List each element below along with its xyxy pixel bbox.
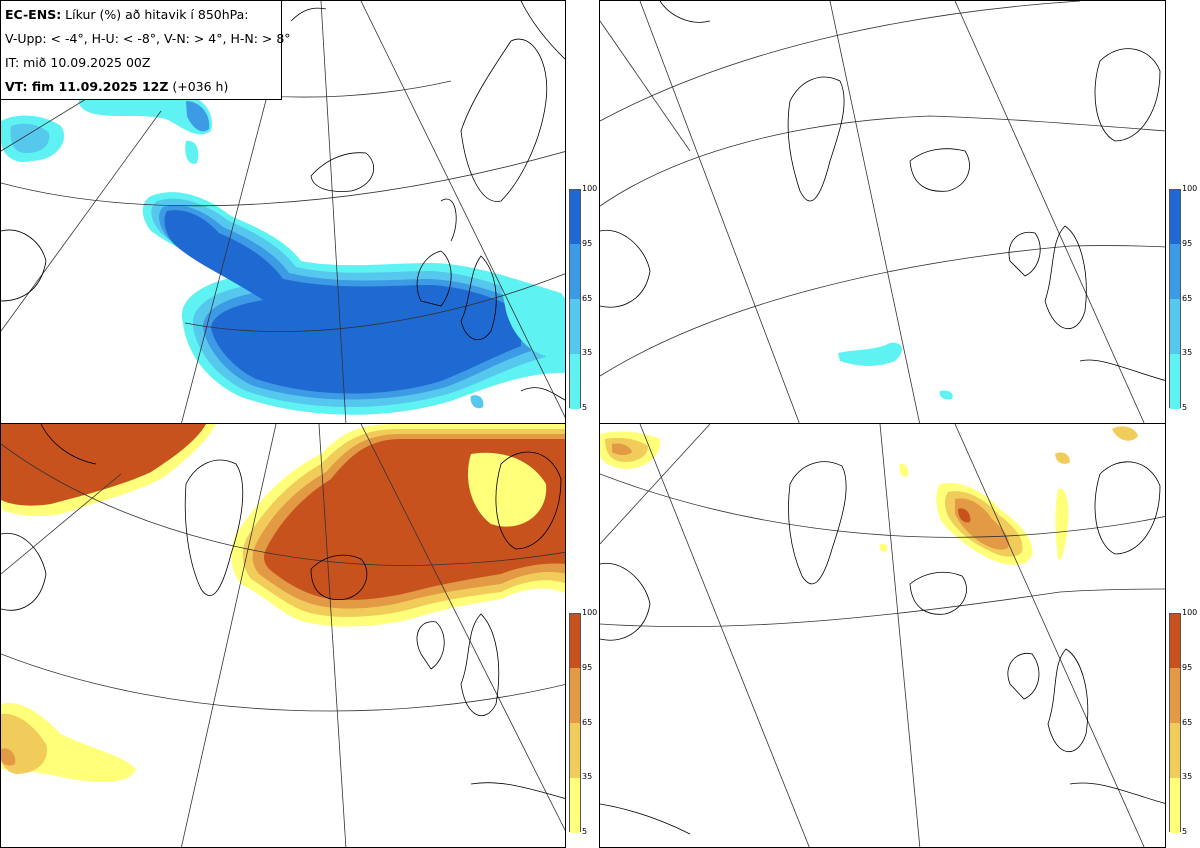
colorbar-segment bbox=[1170, 614, 1180, 668]
colorbar-tick: 35 bbox=[1182, 348, 1193, 357]
colorbar-tick: 65 bbox=[582, 718, 593, 727]
colorbar-tick: 95 bbox=[1182, 663, 1193, 672]
colorbar-segment bbox=[570, 299, 580, 354]
map-v-n bbox=[1, 424, 565, 847]
probability-field-blue bbox=[1, 93, 565, 415]
colorbar-tick: 100 bbox=[582, 608, 598, 617]
colorbar-tick: 95 bbox=[1182, 239, 1193, 248]
colorbar-segment bbox=[570, 723, 580, 778]
colorbar-tick: 65 bbox=[582, 294, 593, 303]
colorbar-tick: 5 bbox=[1182, 403, 1188, 412]
colorbar-segment bbox=[1170, 668, 1180, 723]
colorbar-tick: 100 bbox=[582, 184, 598, 193]
colorbar-tick: 5 bbox=[582, 403, 588, 412]
colorbar-tick: 95 bbox=[582, 239, 593, 248]
coastlines bbox=[600, 461, 1165, 835]
colorbar-tick: 65 bbox=[1182, 718, 1193, 727]
colorbar-segment bbox=[570, 778, 580, 833]
colorbar-segment bbox=[570, 354, 580, 409]
colorbar-segment bbox=[1170, 723, 1180, 778]
header-line-3: IT: mið 10.09.2025 00Z bbox=[5, 55, 151, 70]
colorbar-segment bbox=[1170, 354, 1180, 409]
colorbar-tick: 5 bbox=[1182, 827, 1188, 836]
colorbar-tick: 35 bbox=[582, 348, 593, 357]
map-panel-h-n bbox=[599, 423, 1166, 848]
map-h-n bbox=[600, 424, 1165, 847]
colorbar-v-upp bbox=[569, 189, 581, 409]
colorbar-tick: 65 bbox=[1182, 294, 1193, 303]
colorbar-segment bbox=[1170, 190, 1180, 244]
probability-field-orange bbox=[1, 424, 565, 782]
colorbar-h-n bbox=[1169, 613, 1181, 833]
graticule bbox=[1, 424, 565, 847]
coastlines bbox=[1, 424, 565, 799]
colorbar-segment bbox=[570, 190, 580, 244]
header-line-1: EC-ENS: Líkur (%) að hitavik í 850hPa: bbox=[5, 7, 249, 22]
header-line-2: V-Upp: < -4°, H-U: < -8°, V-N: > 4°, H-N… bbox=[5, 31, 291, 46]
coastlines bbox=[600, 1, 1165, 381]
header-line-4: VT: fim 11.09.2025 12Z (+036 h) bbox=[5, 79, 229, 94]
colorbar-tick: 95 bbox=[582, 663, 593, 672]
graticule bbox=[600, 1, 1165, 423]
map-panel-v-n bbox=[0, 423, 566, 848]
colorbar-segment bbox=[570, 244, 580, 299]
map-h-u bbox=[600, 1, 1165, 423]
colorbar-segment bbox=[570, 668, 580, 723]
colorbar-segment bbox=[1170, 778, 1180, 833]
colorbar-h-u bbox=[1169, 189, 1181, 409]
colorbar-segment bbox=[570, 614, 580, 668]
colorbar-tick: 35 bbox=[582, 772, 593, 781]
map-panel-h-u bbox=[599, 0, 1166, 424]
coastlines bbox=[1, 1, 565, 401]
graticule bbox=[600, 424, 1165, 847]
colorbar-segment bbox=[1170, 244, 1180, 299]
colorbar-v-n bbox=[569, 613, 581, 833]
colorbar-segment bbox=[1170, 299, 1180, 354]
colorbar-tick: 5 bbox=[582, 827, 588, 836]
probability-field-orange bbox=[600, 426, 1138, 565]
map-header: EC-ENS: Líkur (%) að hitavik í 850hPa: V… bbox=[0, 0, 291, 100]
colorbar-tick: 100 bbox=[1182, 608, 1198, 617]
colorbar-tick: 35 bbox=[1182, 772, 1193, 781]
colorbar-tick: 100 bbox=[1182, 184, 1198, 193]
probability-field-blue bbox=[838, 342, 953, 400]
